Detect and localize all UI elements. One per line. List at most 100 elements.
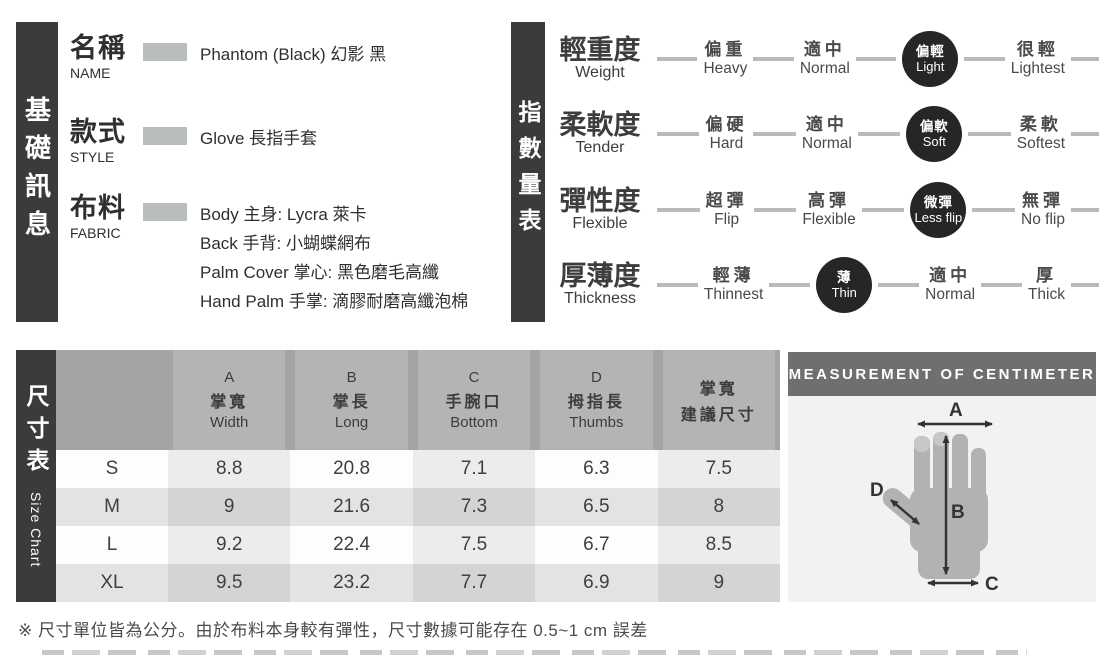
fabric-value: Body 主身: Lycra 萊卡 Back 手背: 小蝴蝶網布 Palm Co…: [200, 194, 468, 316]
name-label-en: NAME: [70, 64, 111, 81]
scale-line: [753, 57, 794, 61]
footnote-size-tolerance: ※ 尺寸單位皆為公分。由於布料本身較有彈性，尺寸數據可能存在 0.5~1 cm …: [18, 621, 648, 640]
scale-line: [1070, 208, 1099, 212]
size-chart-table: A 掌寬 Width B 掌長 Long C 手腕口: [56, 350, 780, 602]
name-swatch: [143, 43, 187, 61]
hand-diagram-svg: A B C D: [870, 400, 999, 595]
size-chart-header-row: A 掌寬 Width B 掌長 Long C 手腕口: [56, 350, 780, 450]
metric-thickness: 厚薄度 Thickness: [549, 260, 651, 308]
metric-tender-en: Tender: [575, 139, 625, 157]
scale-row-flexible: 彈性度 Flexible 超彈 Flip 高彈 Flexible 微彈 Less…: [549, 177, 1105, 243]
scale-option: 適中 Normal: [801, 115, 852, 152]
name-label-zh: 名稱: [70, 33, 126, 63]
index-section-bar: 指數量表: [511, 22, 545, 322]
info-row-fabric: 布料 FABRIC Body 主身: Lycra 萊卡 Back 手背: 小蝴蝶…: [70, 193, 468, 316]
scale-option: 偏硬 Hard: [705, 115, 748, 152]
metric-tender-zh: 柔軟度: [559, 109, 641, 140]
scale-row-tender: 柔軟度 Tender 偏硬 Hard 適中 Normal 偏軟 Soft 柔軟 …: [549, 101, 1105, 167]
label-a: A: [949, 400, 963, 421]
metric-flexible: 彈性度 Flexible: [549, 185, 651, 233]
header-cell-bottom: C 手腕口 Bottom: [413, 350, 535, 450]
scale-line: [1071, 283, 1100, 287]
style-label: 款式 STYLE: [70, 117, 130, 165]
clipped-text-line: [42, 650, 1027, 655]
scale-option: 高彈 Flexible: [802, 191, 856, 228]
scale-option: 超彈 Flip: [705, 191, 748, 228]
scale-line: [964, 57, 1005, 61]
scale-line: [878, 283, 920, 287]
scale-row-weight: 輕重度 Weight 偏重 Heavy 適中 Normal 偏輕 Light 很…: [549, 26, 1105, 92]
fabric-value-line: Body 主身: Lycra 萊卡: [200, 205, 367, 224]
arrow-d-icon: [890, 499, 920, 525]
hand-diagram: A B C D: [788, 396, 1096, 602]
measurement-title: MEASUREMENT OF CENTIMETER: [788, 352, 1096, 396]
style-label-en: STYLE: [70, 148, 115, 165]
name-value: Phantom (Black) 幻影 黑: [200, 34, 386, 69]
scale-line: [1071, 57, 1099, 61]
size-chart-section: 尺寸表 Size Chart A 掌寬 Width B 掌長 Long: [16, 350, 780, 602]
basic-info-section-bar: 基礎訊息: [16, 22, 58, 322]
size-chart-body: S 8.8 20.8 7.1 6.3 7.5 M 9 21.6 7.3 6.5 …: [56, 450, 780, 602]
header-cell-thumbs: D 拇指長 Thumbs: [535, 350, 657, 450]
style-value-line: Glove 長指手套: [200, 129, 318, 148]
scale-line: [972, 208, 1016, 212]
fabric-label: 布料 FABRIC: [70, 193, 130, 241]
metric-weight: 輕重度 Weight: [549, 34, 651, 82]
info-row-style: 款式 STYLE Glove 長指手套: [70, 117, 317, 165]
scale-line: [657, 57, 698, 61]
style-swatch: [143, 127, 187, 145]
fabric-value-line: Palm Cover 掌心: 黑色磨毛高纖: [200, 263, 439, 282]
scale-line: [855, 57, 897, 61]
scale-option: 適中 Normal: [799, 40, 850, 77]
hand-silhouette: [882, 432, 988, 579]
metric-weight-en: Weight: [575, 64, 625, 82]
size-chart-section-bar: 尺寸表 Size Chart: [16, 350, 56, 602]
measurement-panel: MEASUREMENT OF CENTIMETER: [788, 352, 1096, 602]
scale-option-selected: 偏輕 Light: [902, 31, 959, 87]
metric-thickness-en: Thickness: [563, 290, 637, 308]
scale-option: 無彈 No flip: [1021, 191, 1065, 228]
style-value: Glove 長指手套: [200, 118, 317, 153]
header-cell-width: A 掌寬 Width: [168, 350, 290, 450]
scale-option: 柔軟 Softest: [1016, 115, 1066, 152]
scale-option: 厚 Thick: [1027, 266, 1066, 303]
header-cell-size: [56, 350, 168, 450]
header-cell-long: B 掌長 Long: [290, 350, 412, 450]
scale-line: [968, 132, 1011, 136]
scale-option: 偏重 Heavy: [703, 40, 748, 77]
fabric-value-line: Hand Palm 手掌: 滴膠耐磨高纖泡棉: [200, 292, 469, 311]
scale-line: [753, 132, 796, 136]
scale-option-selected: 偏軟 Soft: [906, 106, 963, 162]
table-row-l: L 9.2 22.4 7.5 6.7 8.5: [56, 526, 780, 564]
metric-thickness-zh: 厚薄度: [559, 260, 641, 291]
label-c: C: [985, 574, 999, 595]
scale-line: [769, 283, 811, 287]
table-row-xl: XL 9.5 23.2 7.7 6.9 9: [56, 564, 780, 602]
fabric-label-zh: 布料: [70, 193, 126, 223]
scale-option: 適中 Normal: [925, 266, 976, 303]
metric-flexible-zh: 彈性度: [559, 185, 641, 216]
metric-flexible-en: Flexible: [572, 215, 628, 233]
label-d: D: [870, 480, 884, 501]
scale-line: [657, 283, 698, 287]
info-row-name: 名稱 NAME Phantom (Black) 幻影 黑: [70, 33, 386, 81]
metric-weight-zh: 輕重度: [559, 34, 641, 65]
fabric-label-en: FABRIC: [70, 224, 121, 241]
scale-line: [981, 283, 1022, 287]
scale-line: [753, 208, 797, 212]
scale-line: [1071, 132, 1100, 136]
measure-arrows: [890, 420, 993, 587]
table-row-s: S 8.8 20.8 7.1 6.3 7.5: [56, 450, 780, 488]
name-value-line: Phantom (Black) 幻影 黑: [200, 45, 387, 64]
size-chart-title-zh: 尺寸表: [23, 384, 49, 481]
scale-option: 輕薄 Thinnest: [703, 266, 764, 303]
scale-row-thickness: 厚薄度 Thickness 輕薄 Thinnest 薄 Thin 適中 Norm…: [549, 252, 1105, 318]
basic-info-section-title: 基礎訊息: [21, 96, 52, 248]
scale-option-selected: 薄 Thin: [816, 257, 873, 313]
scale-option: 很輕 Lightest: [1010, 40, 1065, 77]
header-cell-suggested: 掌寬 建議尺寸: [658, 350, 780, 450]
table-row-m: M 9 21.6 7.3 6.5 8: [56, 488, 780, 526]
metric-tender: 柔軟度 Tender: [549, 109, 651, 157]
fabric-value-line: Back 手背: 小蝴蝶網布: [200, 234, 371, 253]
scale-line: [657, 132, 700, 136]
